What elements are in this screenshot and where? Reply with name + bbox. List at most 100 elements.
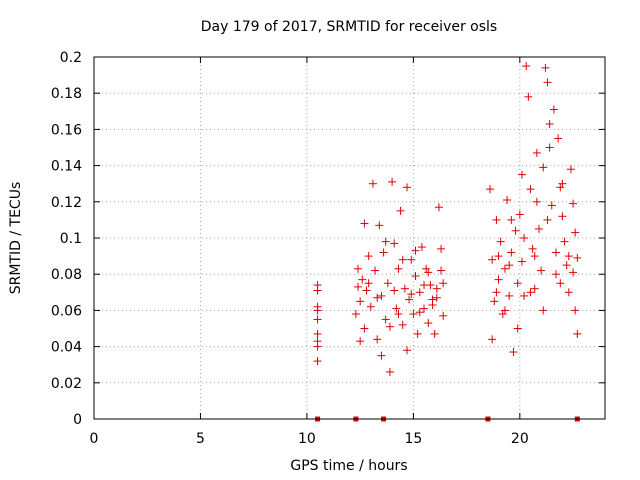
data-point: [530, 284, 539, 293]
data-point: [432, 293, 441, 302]
data-point: [385, 367, 394, 376]
data-point: [313, 315, 322, 324]
data-point: [415, 288, 424, 297]
data-point: [394, 264, 403, 273]
data-point: [492, 215, 501, 224]
data-point: [400, 284, 409, 293]
data-point: [368, 179, 377, 188]
data-point: [526, 288, 535, 297]
data-point: [364, 252, 373, 261]
data-point: [552, 270, 561, 279]
data-point: [541, 63, 550, 72]
data-point: [549, 105, 558, 114]
data-point: [396, 206, 405, 215]
x-axis-label: GPS time / hours: [290, 458, 407, 474]
data-point: [358, 275, 367, 284]
data-point: [547, 201, 556, 210]
data-point: [571, 306, 580, 315]
data-point: [517, 170, 526, 179]
data-point: [407, 290, 416, 299]
data-point: [428, 295, 437, 304]
data-point: [375, 221, 384, 230]
data-point: [407, 255, 416, 264]
data-point: [494, 275, 503, 284]
data-point: [351, 310, 360, 319]
data-point: [354, 282, 363, 291]
data-point: [515, 210, 524, 219]
data-point: [530, 252, 539, 261]
data-point: [532, 197, 541, 206]
data-point: [434, 203, 443, 212]
data-point: [505, 291, 514, 300]
data-point: [373, 293, 382, 302]
x-tick-label: 15: [404, 431, 422, 447]
y-tick-label: 0.1: [60, 231, 82, 247]
grid: [94, 57, 605, 419]
data-point: [569, 199, 578, 208]
scatter-series: [313, 62, 582, 376]
data-point: [356, 337, 365, 346]
y-tick-label: 0.14: [51, 159, 82, 175]
y-tick-label: 0.2: [60, 50, 82, 66]
data-point: [398, 255, 407, 264]
data-point: [417, 243, 426, 252]
data-point: [432, 284, 441, 293]
data-point: [513, 279, 522, 288]
data-point: [390, 286, 399, 295]
data-point: [573, 329, 582, 338]
x-tick-label: 20: [511, 431, 529, 447]
data-point: [373, 335, 382, 344]
data-point: [545, 119, 554, 128]
data-point: [526, 185, 535, 194]
data-point: [377, 351, 386, 360]
data-point: [424, 319, 433, 328]
data-point: [362, 286, 371, 295]
data-point: [392, 304, 401, 313]
data-point: [313, 286, 322, 295]
data-point: [486, 185, 495, 194]
data-point: [430, 329, 439, 338]
data-point: [366, 302, 375, 311]
data-point: [415, 308, 424, 317]
data-point: [420, 304, 429, 313]
data-point: [500, 264, 509, 273]
data-point: [571, 228, 580, 237]
data-point: [394, 310, 403, 319]
data-point: [507, 215, 516, 224]
data-point: [511, 226, 520, 235]
data-point: [488, 255, 497, 264]
data-point: [500, 306, 509, 315]
data-point: [517, 257, 526, 266]
data-point: [411, 272, 420, 281]
data-point: [566, 165, 575, 174]
data-point: [388, 177, 397, 186]
data-point: [537, 266, 546, 275]
data-point: [539, 306, 548, 315]
data-point: [505, 261, 514, 270]
data-point: [562, 261, 571, 270]
data-point: [569, 268, 578, 277]
data-point: [498, 310, 507, 319]
data-point: [439, 311, 448, 320]
data-point: [360, 219, 369, 228]
data-point: [405, 295, 414, 304]
data-point: [573, 253, 582, 262]
data-point: [507, 248, 516, 257]
data-point: [313, 357, 322, 366]
data-point: [424, 268, 433, 277]
data-point: [437, 266, 446, 275]
data-point: [522, 62, 531, 71]
data-point: [503, 195, 512, 204]
data-point: [439, 279, 448, 288]
data-point: [494, 252, 503, 261]
data-point: [377, 291, 386, 300]
data-point: [496, 237, 505, 246]
data-point: [558, 212, 567, 221]
data-point: [420, 281, 429, 290]
data-point: [371, 266, 380, 275]
y-tick-label: 0: [73, 412, 82, 428]
data-point: [552, 248, 561, 257]
data-point: [520, 291, 529, 300]
data-point: [356, 297, 365, 306]
